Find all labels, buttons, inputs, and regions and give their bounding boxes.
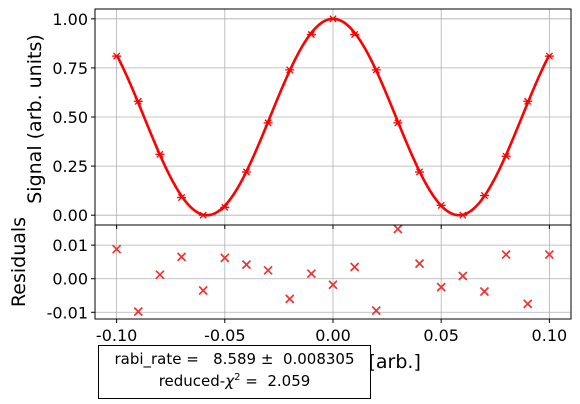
signal-point-5 <box>220 203 230 211</box>
signal-point-16 <box>458 211 468 219</box>
x-tick-label-2: 0.00 <box>315 326 351 345</box>
signal-y-tick-label-2: 0.50 <box>52 108 88 127</box>
residual-point-20 <box>544 249 554 260</box>
signal-point-11 <box>350 30 360 39</box>
residual-point-12 <box>371 306 381 316</box>
residuals-y-axis-label: Residuals <box>8 217 30 307</box>
signal-point-8 <box>285 66 295 74</box>
residual-point-7 <box>263 265 273 275</box>
signal-point-3 <box>177 193 187 202</box>
signal-y-axis-label: Signal (arb. units) <box>24 34 46 204</box>
signal-y-tick-label-4: 1.00 <box>52 10 88 29</box>
signal-point-4 <box>198 211 208 219</box>
residuals-y-tick-label-0: -0.01 <box>47 303 88 322</box>
residual-point-16 <box>458 271 468 281</box>
signal-point-18 <box>501 152 511 160</box>
signal-point-19 <box>523 97 533 105</box>
residual-point-11 <box>350 262 360 272</box>
residual-point-6 <box>241 260 252 270</box>
signal-point-17 <box>479 191 489 200</box>
residual-point-19 <box>523 299 533 309</box>
fit-results-box: rabi_rate = 8.589 ± 0.008305 reduced-χ2 … <box>98 345 371 399</box>
residual-point-0 <box>112 244 122 254</box>
signal-point-6 <box>241 168 251 176</box>
residual-point-8 <box>285 294 295 304</box>
chi-value: = 2.059 <box>240 372 311 390</box>
x-tick-label-3: 0.05 <box>423 326 459 345</box>
reduced-chi-squared-text: reduced-χ2 = 2.059 <box>99 370 370 392</box>
signal-point-12 <box>371 66 381 74</box>
signal-point-0 <box>112 52 122 60</box>
residual-point-9 <box>306 269 316 279</box>
signal-y-tick-label-1: 0.25 <box>52 157 88 176</box>
residual-point-18 <box>501 249 511 260</box>
signal-point-10 <box>328 15 338 23</box>
residual-point-4 <box>198 285 208 296</box>
signal-point-7 <box>263 119 273 127</box>
axis-ticks: 0.00 0.25 0.50 0.75 1.00 -0.01 0.00 0.01 -0.10 -0… <box>47 10 568 345</box>
chi-prefix: reduced- <box>158 372 226 390</box>
residual-point-3 <box>176 252 187 262</box>
signal-grid <box>95 9 571 225</box>
chi-symbol: χ <box>225 372 235 390</box>
residual-data-points <box>112 224 554 317</box>
signal-point-20 <box>544 52 554 60</box>
signal-point-13 <box>393 119 403 127</box>
x-tick-label-4: 0.10 <box>532 326 568 345</box>
residual-point-1 <box>133 307 143 317</box>
residual-point-5 <box>220 253 230 263</box>
signal-y-tick-label-0: 0.00 <box>52 206 88 225</box>
rabi-rate-text: rabi_rate = 8.589 ± 0.008305 <box>114 350 355 368</box>
residual-point-13 <box>393 224 403 234</box>
x-tick-label-0: -0.10 <box>96 326 137 345</box>
residual-point-15 <box>436 282 446 292</box>
chi-superscript: 2 <box>234 372 241 383</box>
residuals-y-tick-label-1: 0.00 <box>52 270 88 289</box>
signal-y-tick-label-3: 0.75 <box>52 59 88 78</box>
signal-point-1 <box>133 97 143 105</box>
residuals-y-tick-label-2: 0.01 <box>52 236 88 255</box>
signal-point-2 <box>155 150 165 158</box>
signal-point-14 <box>415 168 425 176</box>
signal-point-9 <box>306 30 316 39</box>
residuals-grid <box>95 225 571 319</box>
residual-point-10 <box>328 280 338 290</box>
signal-point-15 <box>436 201 446 209</box>
residual-point-14 <box>414 259 425 269</box>
residual-point-17 <box>479 286 490 297</box>
x-tick-label-1: -0.05 <box>204 326 245 345</box>
residual-point-2 <box>155 270 165 280</box>
signal-data-points <box>112 15 554 219</box>
